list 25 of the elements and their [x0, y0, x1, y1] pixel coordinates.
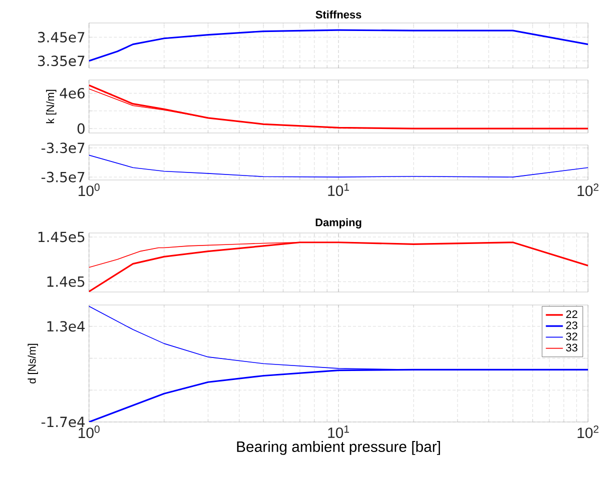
y-axis-title: d [Ns/m]	[28, 344, 38, 384]
legend-label: 32	[566, 332, 578, 340]
y-tick-label: 1.3e4	[47, 321, 85, 332]
y-tick-label: -3.5e7	[42, 172, 84, 182]
chart-title: Stiffness	[316, 10, 362, 18]
legend-label: 22	[566, 310, 578, 318]
y-tick-label: 0	[78, 123, 85, 134]
x-tick-label: 10$^{0}$	[78, 426, 100, 438]
y-tick-label: 3.45e7	[38, 32, 84, 42]
x-tick-label: 10$^{2}$	[578, 426, 598, 438]
x-tick-label: 10$^{0}$	[78, 184, 100, 196]
y-tick-label: 4e6	[60, 88, 85, 99]
legend-label: 33	[566, 344, 578, 352]
legend-label: 23	[566, 321, 578, 330]
y-tick-label: 1.4e5	[47, 276, 84, 287]
y-tick-label: 1.45e5	[38, 232, 84, 242]
x-tick-label: 10$^{1}$	[328, 426, 349, 438]
x-tick-label: 10$^{1}$	[328, 184, 349, 196]
y-tick-label: 3.35e7	[38, 56, 84, 66]
x-axis-title: Bearing ambient pressure [bar]	[237, 441, 440, 455]
y-tick-label: -3.3e7	[42, 142, 84, 154]
x-tick-label: 10$^{2}$	[578, 184, 598, 196]
chart-title: Damping	[316, 218, 362, 228]
y-axis-title: k [N/m]	[46, 90, 56, 124]
y-tick-label: -1.7e4	[42, 416, 85, 428]
